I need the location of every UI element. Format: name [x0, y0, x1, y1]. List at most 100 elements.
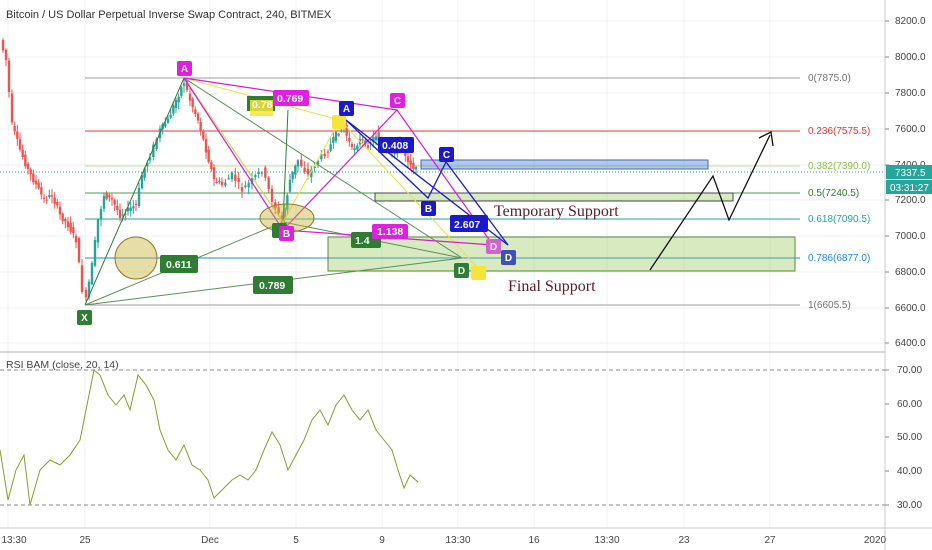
- candle-body: [310, 169, 313, 178]
- candle-body: [180, 87, 183, 96]
- candle-body: [340, 130, 343, 132]
- candle-body: [129, 207, 132, 211]
- fib-label-0: 0(7875.0): [808, 73, 851, 84]
- candle-body: [66, 221, 70, 228]
- candle-body: [320, 154, 323, 160]
- candle-body: [254, 175, 257, 178]
- candle-body: [80, 265, 84, 292]
- ratio-label: 0.611: [166, 259, 192, 271]
- candle-body: [194, 109, 197, 114]
- time-tick: 13:30: [445, 535, 470, 546]
- price-tick: 7200.0: [895, 195, 926, 206]
- candle-body: [134, 203, 138, 205]
- candle-body: [291, 172, 294, 180]
- pattern-point-a: A: [343, 104, 350, 115]
- candle-body: [286, 195, 289, 210]
- candle-body: [152, 144, 155, 157]
- candle-body: [53, 197, 56, 204]
- candle-body: [16, 131, 19, 139]
- candle-body: [143, 168, 146, 178]
- projection-path[interactable]: [649, 131, 774, 271]
- candle-body: [42, 197, 46, 199]
- candle-body: [48, 195, 51, 197]
- highlight-circle[interactable]: [114, 236, 158, 280]
- candle-body: [199, 121, 202, 132]
- candle-body: [337, 133, 340, 136]
- candle-body: [172, 105, 175, 114]
- candle-body: [316, 160, 320, 165]
- candle-body: [215, 181, 218, 183]
- candle-body: [374, 136, 378, 141]
- candle-body: [224, 182, 227, 186]
- candle-body: [377, 132, 380, 142]
- candle-body: [26, 163, 30, 169]
- price-tick: 8000.0: [895, 52, 926, 63]
- candle-body: [185, 80, 189, 91]
- candle-body: [204, 139, 208, 153]
- candle-body: [137, 187, 141, 206]
- time-tick: 13:30: [1, 535, 26, 546]
- pattern-point-x: X: [81, 313, 88, 324]
- time-tick: 13:30: [594, 535, 619, 546]
- candle-body: [296, 160, 300, 167]
- candle-body: [77, 238, 81, 263]
- rsi-tick: 50.00: [897, 432, 922, 443]
- candle-body: [247, 182, 250, 188]
- pattern-point-c: C: [443, 150, 450, 161]
- candle-body: [234, 174, 237, 182]
- pattern-point-d: D: [458, 266, 465, 277]
- temporary-support-label[interactable]: Temporary Support: [494, 203, 619, 220]
- candle-body: [61, 213, 64, 222]
- final-support-label[interactable]: Final Support: [508, 278, 596, 295]
- candle-body: [202, 130, 205, 140]
- rsi-tick: 40.00: [897, 466, 922, 477]
- price-tick: 8200.0: [895, 16, 926, 27]
- candle-body: [334, 132, 338, 141]
- candle-body: [32, 173, 35, 183]
- candle-body: [124, 213, 127, 215]
- candle-body: [155, 138, 158, 150]
- candle-body: [361, 139, 364, 141]
- time-tick: 9: [379, 535, 385, 546]
- candle-body: [166, 118, 170, 123]
- candle-body: [21, 149, 24, 157]
- resistance-zone[interactable]: [420, 159, 709, 170]
- temporary-support-zone[interactable]: [374, 192, 734, 202]
- candle-body: [294, 165, 297, 175]
- candle-body: [277, 207, 280, 214]
- candle-body: [191, 98, 194, 108]
- candle-body: [353, 148, 356, 151]
- candlestick-series[interactable]: [1, 38, 418, 302]
- fib-label-0236: 0.236(7575.5): [808, 126, 870, 137]
- pattern-point-d: D: [505, 253, 512, 264]
- pattern-point-c: C: [394, 96, 401, 107]
- rsi-line[interactable]: [0, 369, 419, 506]
- rsi-tick: 60.00: [897, 399, 922, 410]
- rsi-tick: 30.00: [897, 500, 922, 511]
- rsi-title[interactable]: RSI BAM (close, 20, 14): [6, 359, 119, 371]
- candle-body: [348, 138, 351, 142]
- candle-body: [174, 99, 178, 109]
- candle-body: [264, 167, 267, 178]
- fib-label-0382: 0.382(7390.0): [808, 161, 870, 172]
- candle-body: [72, 227, 75, 233]
- candle-body: [188, 93, 192, 101]
- candle-body: [182, 83, 186, 86]
- candle-body: [313, 166, 316, 169]
- candle-body: [108, 194, 111, 198]
- ratio-label: 0.78: [252, 99, 273, 111]
- time-tick: 5: [293, 535, 299, 546]
- candle-body: [4, 49, 8, 61]
- candle-body: [250, 177, 254, 184]
- price-tick: 7600.0: [895, 124, 926, 135]
- candle-body: [267, 177, 270, 189]
- time-tick: 23: [678, 535, 690, 546]
- candle-body: [323, 153, 326, 157]
- candle-body: [288, 179, 292, 192]
- pattern-point-d: D: [490, 242, 497, 253]
- candle-body: [303, 167, 306, 172]
- candle-body: [210, 162, 213, 170]
- candle-body: [126, 207, 130, 212]
